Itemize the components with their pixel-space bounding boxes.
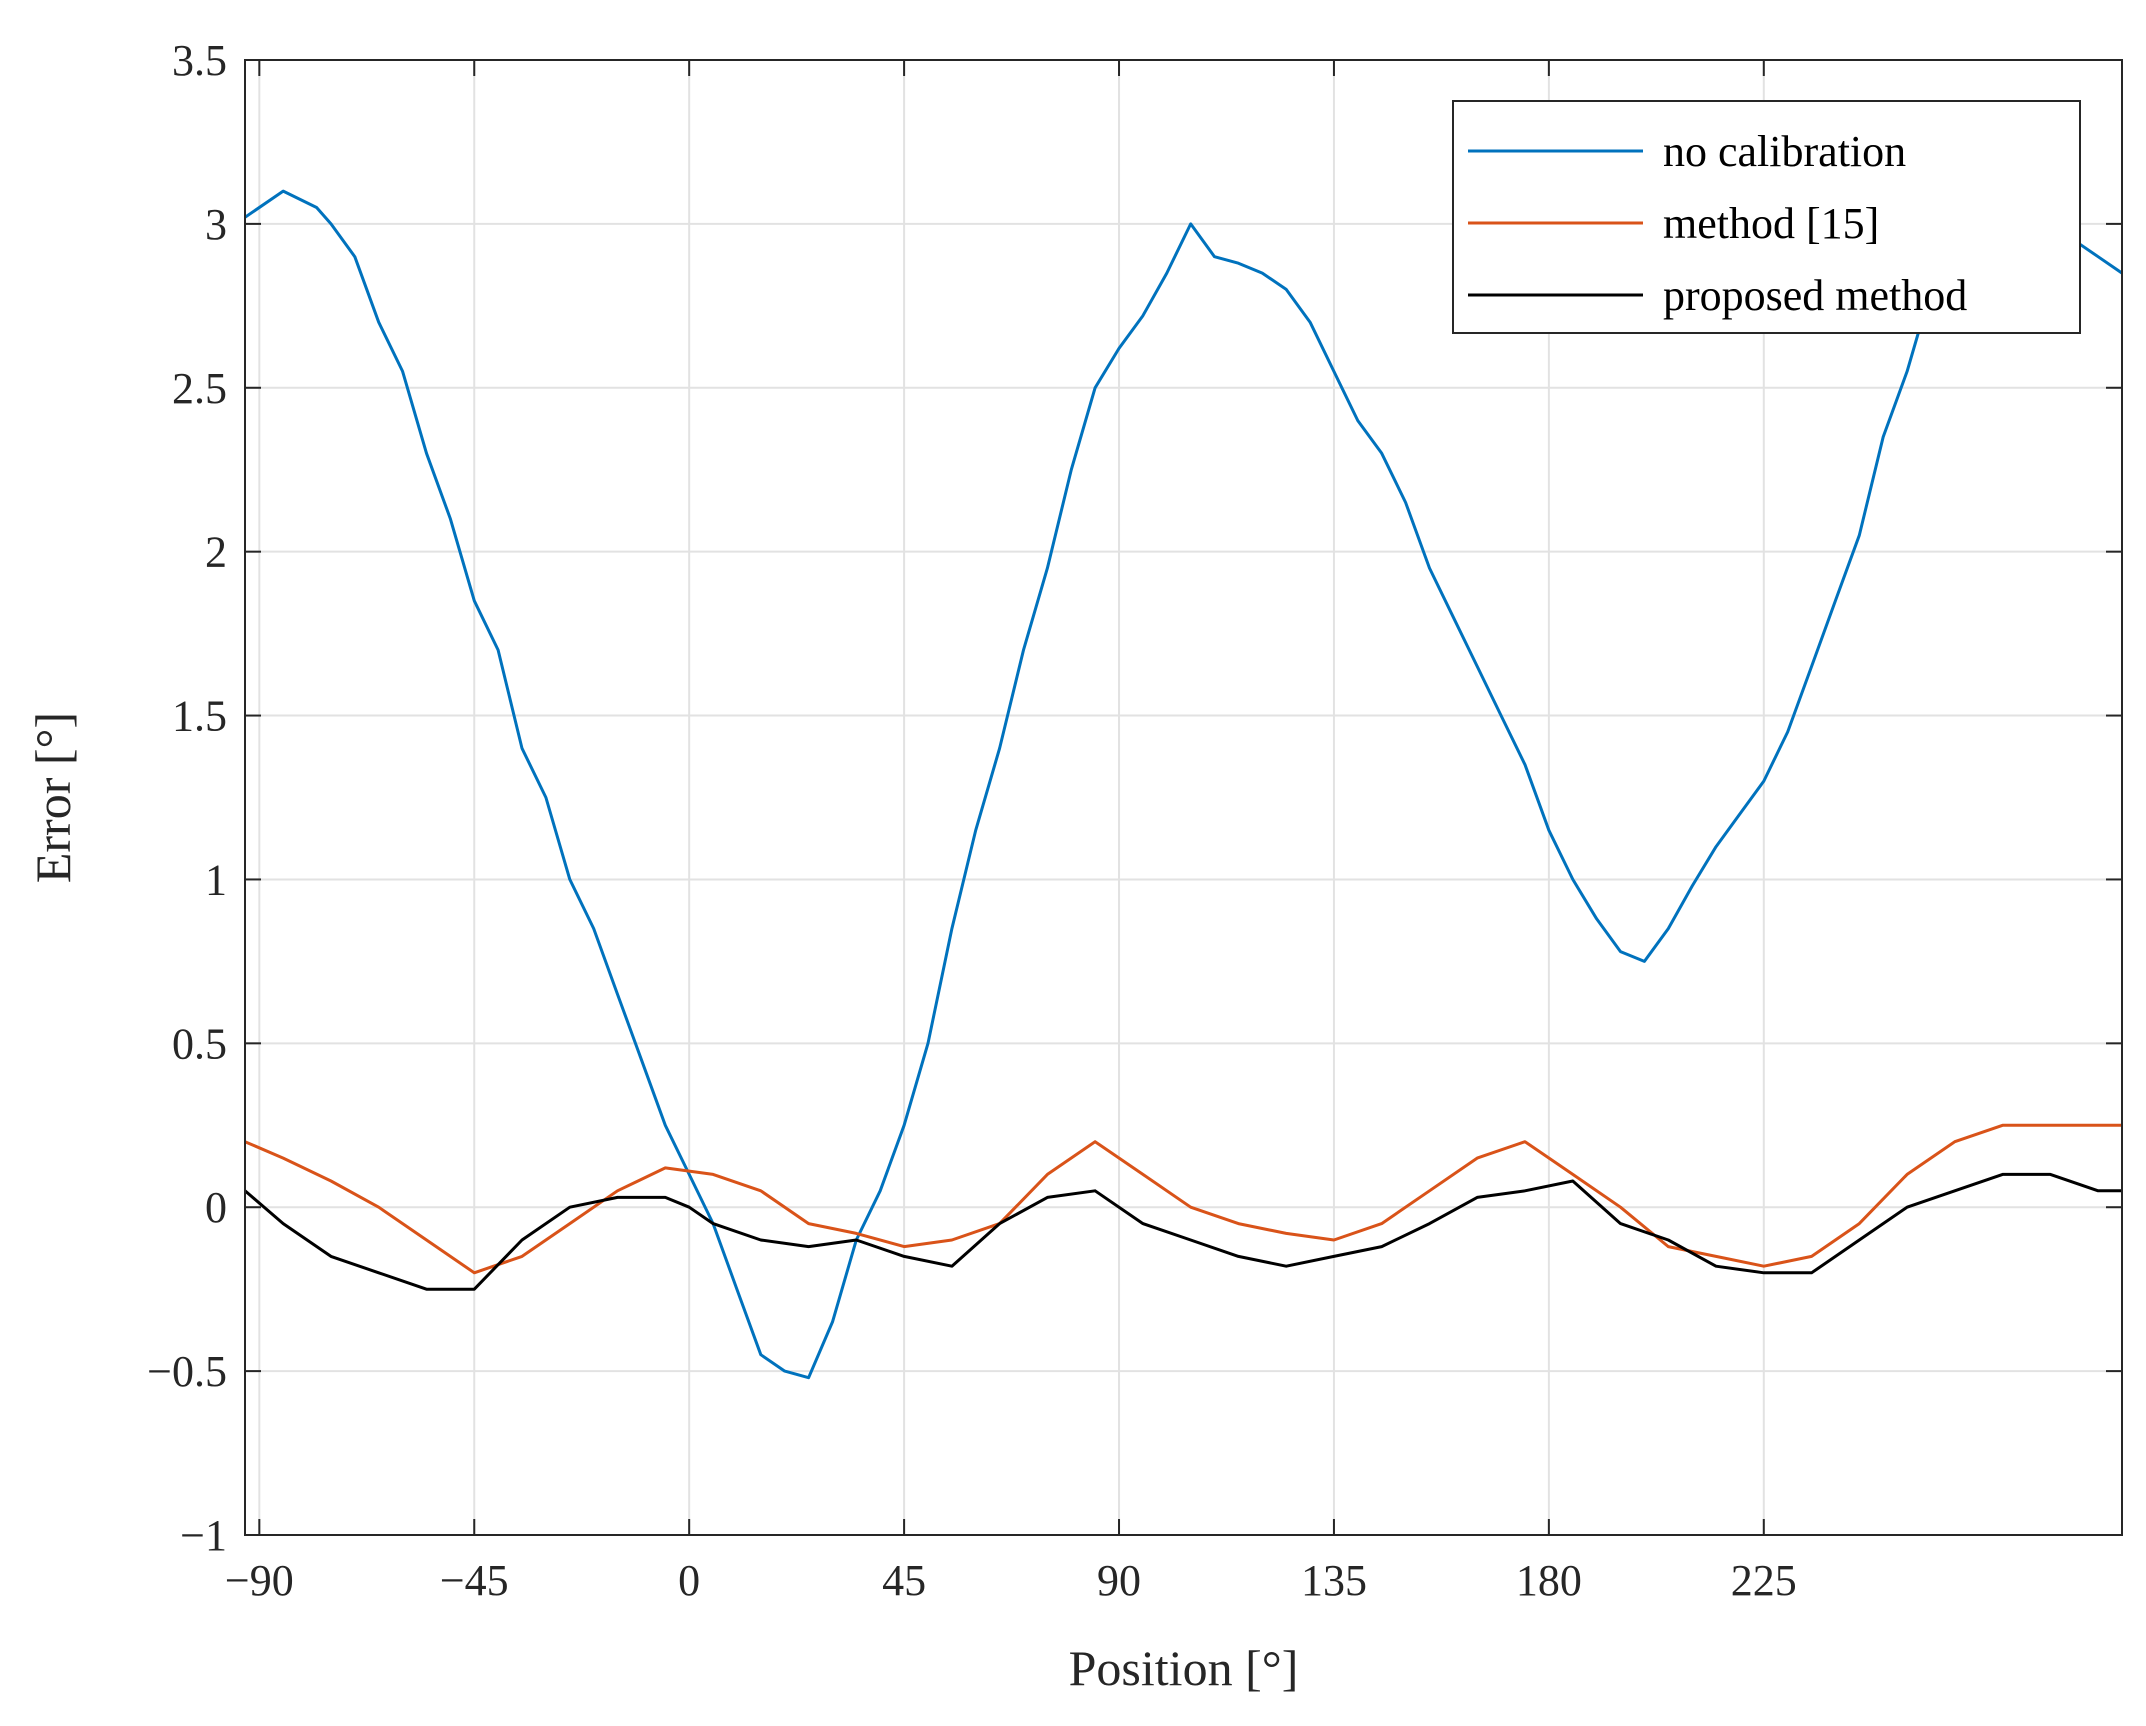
x-tick-label: 135 — [1301, 1556, 1367, 1605]
y-tick-label: 1 — [205, 855, 227, 904]
x-tick-labels: −90 −45 0 45 90 135 180 225 — [225, 1556, 1797, 1605]
x-tick-label: 180 — [1516, 1556, 1582, 1605]
series-layer — [245, 189, 2122, 1380]
x-tick-label: 45 — [882, 1556, 926, 1605]
legend-label-1: method [15] — [1663, 199, 1879, 248]
plot-frame — [244, 59, 2123, 1536]
y-axis-label: Error [°] — [25, 712, 81, 883]
series-line-1 — [245, 1123, 2122, 1275]
series-line-0 — [245, 189, 2122, 1380]
y-tick-label: −1 — [180, 1511, 227, 1560]
y-tick-label: 2.5 — [172, 364, 227, 413]
y-tick-label: 3 — [205, 200, 227, 249]
legend: no calibration method [15] proposed method — [1452, 100, 2081, 334]
y-tick-label: 1.5 — [172, 692, 227, 741]
ticks-layer — [245, 59, 2122, 1536]
y-tick-label: −0.5 — [147, 1347, 227, 1396]
legend-label-0: no calibration — [1663, 127, 1906, 176]
x-axis-label: Position [°] — [1069, 1640, 1299, 1696]
y-tick-label: 0.5 — [172, 1019, 227, 1068]
y-tick-labels: −1 −0.5 0 0.5 1 1.5 2 2.5 3 3.5 — [147, 36, 227, 1560]
y-tick-label: 0 — [205, 1183, 227, 1232]
y-tick-label: 2 — [205, 528, 227, 577]
y-tick-label: 3.5 — [172, 36, 227, 85]
legend-label-2: proposed method — [1663, 271, 1967, 320]
x-tick-label: 0 — [678, 1556, 700, 1605]
x-tick-label: −90 — [225, 1556, 294, 1605]
x-tick-label: −45 — [440, 1556, 509, 1605]
series-line-2 — [245, 1172, 2122, 1291]
x-tick-label: 90 — [1097, 1556, 1141, 1605]
x-tick-label: 225 — [1731, 1556, 1797, 1605]
